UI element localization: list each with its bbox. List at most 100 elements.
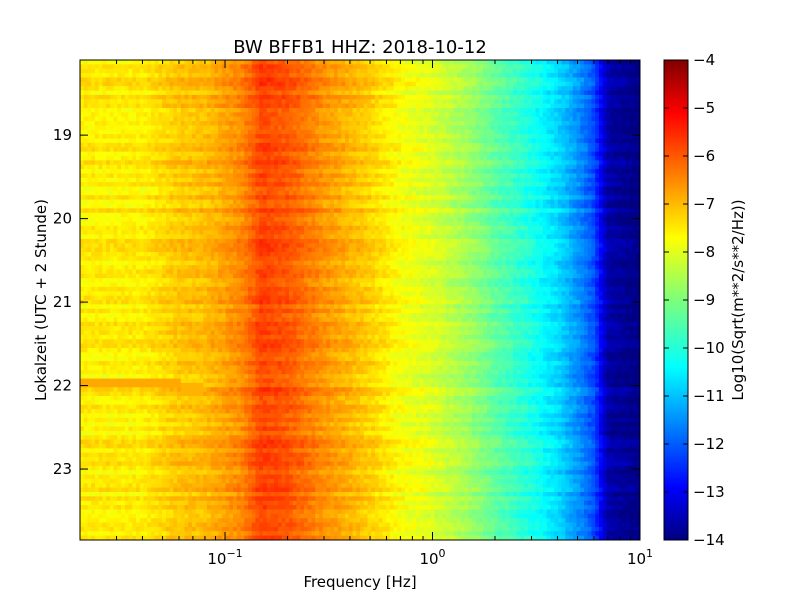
heatmap-cell bbox=[595, 125, 600, 131]
heatmap-cell bbox=[132, 99, 137, 105]
heatmap-cell bbox=[113, 121, 118, 127]
heatmap-cell bbox=[173, 195, 178, 201]
heatmap-cell bbox=[233, 151, 238, 157]
heatmap-cell bbox=[203, 112, 208, 118]
heatmap-cell bbox=[281, 129, 286, 135]
heatmap-cell bbox=[483, 129, 488, 135]
heatmap-cell bbox=[150, 147, 156, 153]
heatmap-cell bbox=[195, 138, 201, 144]
heatmap-cell bbox=[584, 134, 589, 140]
heatmap-cell bbox=[315, 86, 320, 92]
heatmap-cell bbox=[318, 160, 324, 166]
heatmap-cell bbox=[296, 164, 301, 170]
heatmap-cell bbox=[412, 156, 417, 161]
heatmap-cell bbox=[289, 73, 294, 79]
heatmap-cell bbox=[554, 77, 559, 83]
heatmap-cell bbox=[360, 199, 365, 205]
heatmap-cell bbox=[117, 86, 122, 92]
heatmap-cell bbox=[486, 112, 492, 118]
heatmap-cell bbox=[628, 81, 634, 87]
heatmap-cell bbox=[580, 190, 585, 196]
heatmap-cell bbox=[206, 186, 212, 192]
heatmap-cell bbox=[162, 129, 167, 135]
heatmap-cell bbox=[438, 151, 443, 157]
heatmap-cell bbox=[557, 190, 563, 196]
heatmap-cell bbox=[94, 68, 100, 74]
heatmap-cell bbox=[535, 99, 540, 105]
heatmap-cell bbox=[233, 182, 238, 188]
heatmap-cell bbox=[274, 73, 279, 79]
heatmap-cell bbox=[251, 169, 257, 175]
heatmap-cell bbox=[546, 77, 551, 83]
heatmap-cell bbox=[490, 108, 495, 113]
heatmap-cell bbox=[154, 125, 159, 131]
heatmap-cell bbox=[382, 81, 387, 87]
heatmap-cell bbox=[591, 138, 596, 144]
heatmap-cell bbox=[386, 77, 391, 83]
heatmap-cell bbox=[453, 182, 458, 188]
heatmap-cell bbox=[304, 195, 309, 201]
heatmap-cell bbox=[516, 182, 522, 188]
heatmap-cell bbox=[315, 112, 320, 118]
heatmap-cell bbox=[333, 186, 339, 192]
heatmap-cell bbox=[147, 94, 152, 100]
heatmap-cell bbox=[94, 186, 100, 192]
heatmap-cell bbox=[378, 138, 383, 144]
heatmap-cell bbox=[535, 64, 540, 70]
heatmap-cell bbox=[539, 182, 544, 188]
heatmap-cell bbox=[434, 81, 439, 87]
heatmap-cell bbox=[584, 121, 589, 127]
heatmap-cell bbox=[479, 90, 484, 96]
heatmap-cell bbox=[277, 195, 283, 201]
heatmap-cell bbox=[419, 190, 425, 196]
heatmap-cell bbox=[475, 160, 481, 166]
heatmap-cell bbox=[475, 186, 481, 192]
heatmap-cell bbox=[184, 160, 189, 166]
heatmap-cell bbox=[542, 164, 548, 170]
heatmap-cell bbox=[106, 60, 111, 65]
heatmap-cell bbox=[341, 129, 346, 135]
heatmap-cell bbox=[457, 160, 462, 166]
heatmap-cell bbox=[233, 186, 238, 192]
heatmap-cell bbox=[158, 199, 163, 205]
heatmap-cell bbox=[195, 108, 201, 113]
heatmap-cell bbox=[561, 151, 566, 157]
heatmap-cell bbox=[479, 81, 484, 87]
heatmap-cell bbox=[184, 64, 189, 70]
heatmap-cell bbox=[617, 77, 622, 83]
heatmap-cell bbox=[430, 99, 436, 105]
heatmap-cell bbox=[259, 199, 264, 205]
heatmap-cell bbox=[333, 164, 339, 170]
heatmap-cell bbox=[206, 112, 212, 118]
heatmap-cell bbox=[520, 60, 525, 65]
heatmap-cell bbox=[412, 186, 417, 192]
heatmap-cell bbox=[356, 86, 361, 92]
heatmap-cell bbox=[378, 156, 383, 161]
heatmap-cell bbox=[233, 199, 238, 205]
heatmap-cell bbox=[606, 60, 611, 65]
heatmap-cell bbox=[483, 147, 488, 153]
heatmap-cell bbox=[102, 73, 107, 79]
heatmap-cell bbox=[311, 77, 316, 83]
heatmap-cell bbox=[322, 112, 327, 118]
heatmap-cell bbox=[109, 156, 115, 161]
heatmap-cell bbox=[292, 151, 298, 157]
heatmap-cell bbox=[472, 116, 477, 122]
heatmap-cell bbox=[386, 90, 391, 96]
heatmap-cell bbox=[621, 125, 626, 131]
heatmap-cell bbox=[367, 134, 372, 140]
heatmap-cell bbox=[128, 151, 133, 157]
heatmap-cell bbox=[561, 195, 566, 201]
heatmap-cell bbox=[199, 186, 204, 192]
heatmap-cell bbox=[591, 182, 596, 188]
heatmap-cell bbox=[281, 125, 286, 131]
heatmap-cell bbox=[300, 108, 305, 113]
heatmap-cell bbox=[330, 169, 335, 175]
heatmap-cell bbox=[464, 90, 469, 96]
heatmap-cell bbox=[292, 138, 298, 144]
heatmap-cell bbox=[117, 81, 122, 87]
heatmap-cell bbox=[460, 156, 466, 161]
heatmap-cell bbox=[106, 160, 111, 166]
heatmap-cell bbox=[285, 190, 290, 196]
heatmap-cell bbox=[542, 186, 548, 192]
